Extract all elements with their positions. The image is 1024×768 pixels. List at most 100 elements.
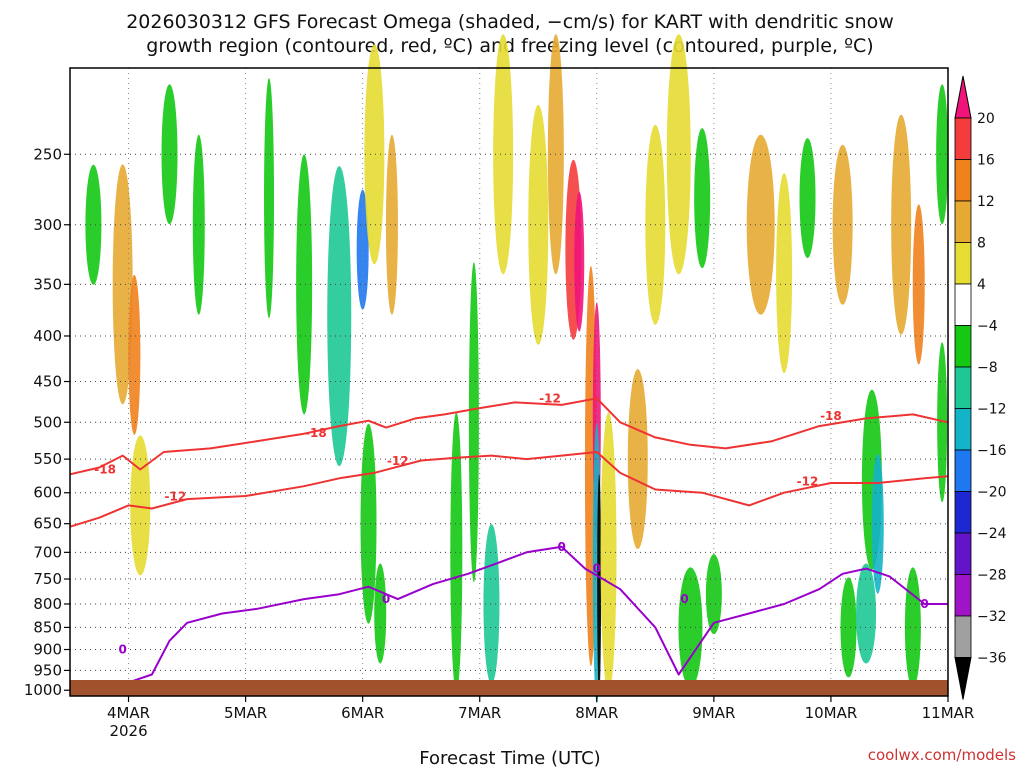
omega-blob-44	[936, 84, 949, 225]
y-tick-label-600: 600	[33, 484, 62, 502]
colorbar-label-9: −20	[977, 485, 1007, 501]
omega-blob-4	[161, 84, 178, 225]
omega-blob-13	[374, 563, 387, 664]
x-axis-label: Forecast Time (UTC)	[419, 748, 600, 768]
colorbar-label-8: −16	[977, 443, 1007, 459]
colorbar-segment-10	[954, 532, 972, 575]
colorbar-segment-3	[954, 242, 972, 285]
y-tick-label-500: 500	[33, 413, 62, 431]
contour-label-red-1: -18	[305, 426, 327, 440]
omega-blob-43	[904, 567, 921, 688]
colorbar-segment-0	[954, 117, 972, 160]
omega-blob-15	[468, 262, 479, 583]
temperature-contours: -18 -18 -18 -12 -12 -12 -12 0 0 0 0 0 0	[69, 391, 949, 694]
terrain-surface	[70, 680, 948, 696]
contour-label-purple-3: 0	[680, 592, 688, 606]
omega-blob-0	[85, 164, 102, 285]
y-tick-label-400: 400	[33, 327, 62, 345]
colorbar-segment-8	[954, 449, 972, 492]
colorbar-label-0: 20	[977, 111, 995, 127]
colorbar-label-10: −24	[977, 526, 1007, 542]
x-tick-label-4: 8MAR	[575, 704, 618, 722]
colorbar-segment-4	[954, 283, 972, 326]
contour-label-red-3: -12	[539, 391, 561, 405]
omega-blob-14	[450, 412, 463, 693]
omega-blob-10	[364, 44, 385, 265]
y-tick-label-850: 850	[33, 618, 62, 636]
x-tick-label-7: 11MAR	[922, 704, 975, 722]
colorbar-label-2: 12	[977, 194, 995, 210]
contour-line-1	[69, 451, 949, 528]
omega-blob-40	[856, 563, 877, 664]
contour-label-purple-0: 0	[119, 643, 127, 657]
omega-blob-11	[385, 134, 398, 315]
contour-label-red-4: -12	[165, 490, 187, 504]
contour-label-purple-2: 0	[593, 562, 601, 576]
colorbar-label-5: −4	[977, 319, 998, 335]
contour-label-red-0: -18	[94, 463, 116, 477]
x-tick-sublabel-0: 2026	[109, 722, 147, 740]
omega-blob-41	[891, 114, 912, 335]
omega-blob-30	[694, 128, 711, 269]
omega-blob-9	[356, 189, 369, 310]
omega-blob-27	[627, 369, 648, 550]
omega-shading	[85, 34, 949, 704]
colorbar-label-7: −12	[977, 402, 1007, 418]
omega-blob-26	[600, 412, 617, 693]
colorbar-segment-7	[954, 408, 972, 451]
y-tick-label-800: 800	[33, 595, 62, 613]
omega-blob-8	[327, 166, 352, 467]
colorbar-segment-9	[954, 491, 972, 534]
colorbar: 20 16 12 8 4 −4 −8 −12 −16 −20 −24 −28 −32 −36	[954, 75, 1007, 700]
omega-blob-29	[666, 34, 691, 275]
y-tick-label-950: 950	[33, 661, 62, 679]
x-tick-label-2: 6MAR	[341, 704, 384, 722]
chart-title-line-1: 2026030312 GFS Forecast Omega (shaded, −…	[126, 11, 894, 33]
omega-blob-42	[912, 204, 925, 365]
contour-label-purple-5: 0	[558, 540, 566, 554]
colorbar-label-11: −28	[977, 568, 1007, 584]
colorbar-label-3: 8	[977, 236, 986, 252]
omega-blob-6	[264, 78, 275, 319]
omega-blob-5	[192, 134, 205, 315]
colorbar-bottom-arrow	[954, 657, 972, 700]
contour-label-red-6: -12	[797, 475, 819, 489]
colorbar-segment-11	[954, 574, 972, 617]
colorbar-segment-1	[954, 159, 972, 202]
colorbar-segment-6	[954, 366, 972, 409]
omega-blob-36	[832, 144, 853, 305]
y-tick-label-1000: 1000	[24, 681, 62, 699]
source-credit: coolwx.com/models	[868, 746, 1016, 764]
contour-line-2	[104, 545, 948, 694]
colorbar-segment-2	[954, 200, 972, 243]
contour-label-red-2: -18	[820, 409, 842, 423]
omega-blob-34	[776, 173, 793, 374]
contour-label-purple-4: 0	[920, 597, 928, 611]
y-tick-label-550: 550	[33, 450, 62, 468]
y-tick-label-900: 900	[33, 641, 62, 659]
omega-blob-7	[296, 154, 313, 415]
omega-blob-39	[871, 453, 884, 594]
omega-blob-25	[597, 474, 602, 695]
y-tick-label-450: 450	[33, 373, 62, 391]
colorbar-label-1: 16	[977, 153, 995, 169]
colorbar-label-6: −8	[977, 360, 998, 376]
omega-blob-3	[130, 435, 151, 576]
omega-blob-45	[937, 342, 948, 503]
omega-blob-17	[493, 34, 514, 275]
x-tick-label-6: 10MAR	[805, 704, 858, 722]
omega-blob-1	[112, 164, 133, 405]
y-tick-label-250: 250	[33, 145, 62, 163]
contour-line-0	[69, 397, 949, 476]
colorbar-label-13: −36	[977, 651, 1007, 667]
colorbar-label-4: 4	[977, 277, 986, 293]
y-tick-label-700: 700	[33, 543, 62, 561]
colorbar-label-12: −32	[977, 609, 1007, 625]
contour-label-purple-1: 0	[382, 592, 390, 606]
omega-blob-2	[128, 274, 141, 435]
colorbar-segment-12	[954, 615, 972, 658]
colorbar-segment-5	[954, 325, 972, 368]
omega-blob-18	[528, 104, 549, 345]
